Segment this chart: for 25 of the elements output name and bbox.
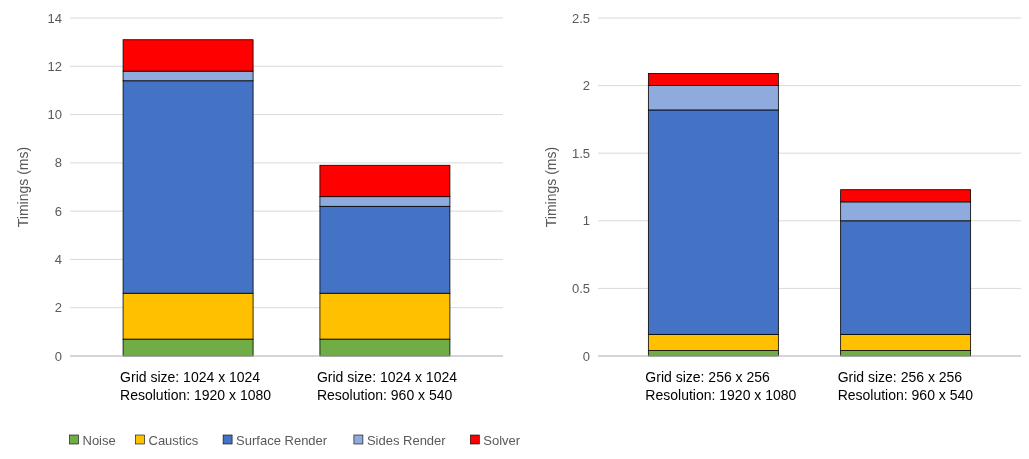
y-tick-label: 0.5 — [571, 280, 590, 296]
x-tick-label: Grid size: 1024 x 1024 Resolution: 960 x 540 — [316, 369, 458, 403]
x-tick-label: Grid size: 1024 x 1024 Resolution: 1920 x 1080 — [120, 369, 272, 403]
x-tick-label: Grid size: 256 x 256 Resolution: 1920 x 1080 — [645, 369, 797, 403]
y-tick-label: 2.5 — [571, 10, 590, 26]
y-tick-label: 1 — [582, 213, 590, 229]
y-tick-label: 2 — [54, 300, 62, 316]
y-tick-label: 8 — [54, 155, 62, 171]
x-tick-label: Grid size: 256 x 256 Resolution: 960 x 540 — [837, 369, 974, 403]
y-tick-label: 2 — [582, 78, 590, 94]
legend-label: Solver — [483, 432, 521, 448]
legend-label: Caustics — [148, 432, 199, 448]
legend-label: Sides Render — [366, 432, 447, 448]
y-tick-label: 1.5 — [571, 145, 590, 161]
y-tick-label: 10 — [47, 107, 62, 123]
legend-label: Noise — [82, 432, 116, 448]
y-axis-title: Timings (ms) — [543, 146, 559, 228]
y-tick-label: 14 — [47, 10, 62, 26]
y-tick-label: 0 — [582, 348, 590, 364]
y-tick-label: 4 — [54, 251, 62, 267]
y-axis-title: Timings (ms) — [15, 146, 31, 228]
y-tick-label: 12 — [47, 58, 62, 74]
y-tick-label: 6 — [54, 203, 62, 219]
legend-label: Surface Render — [236, 432, 328, 448]
y-tick-label: 0 — [54, 348, 62, 364]
